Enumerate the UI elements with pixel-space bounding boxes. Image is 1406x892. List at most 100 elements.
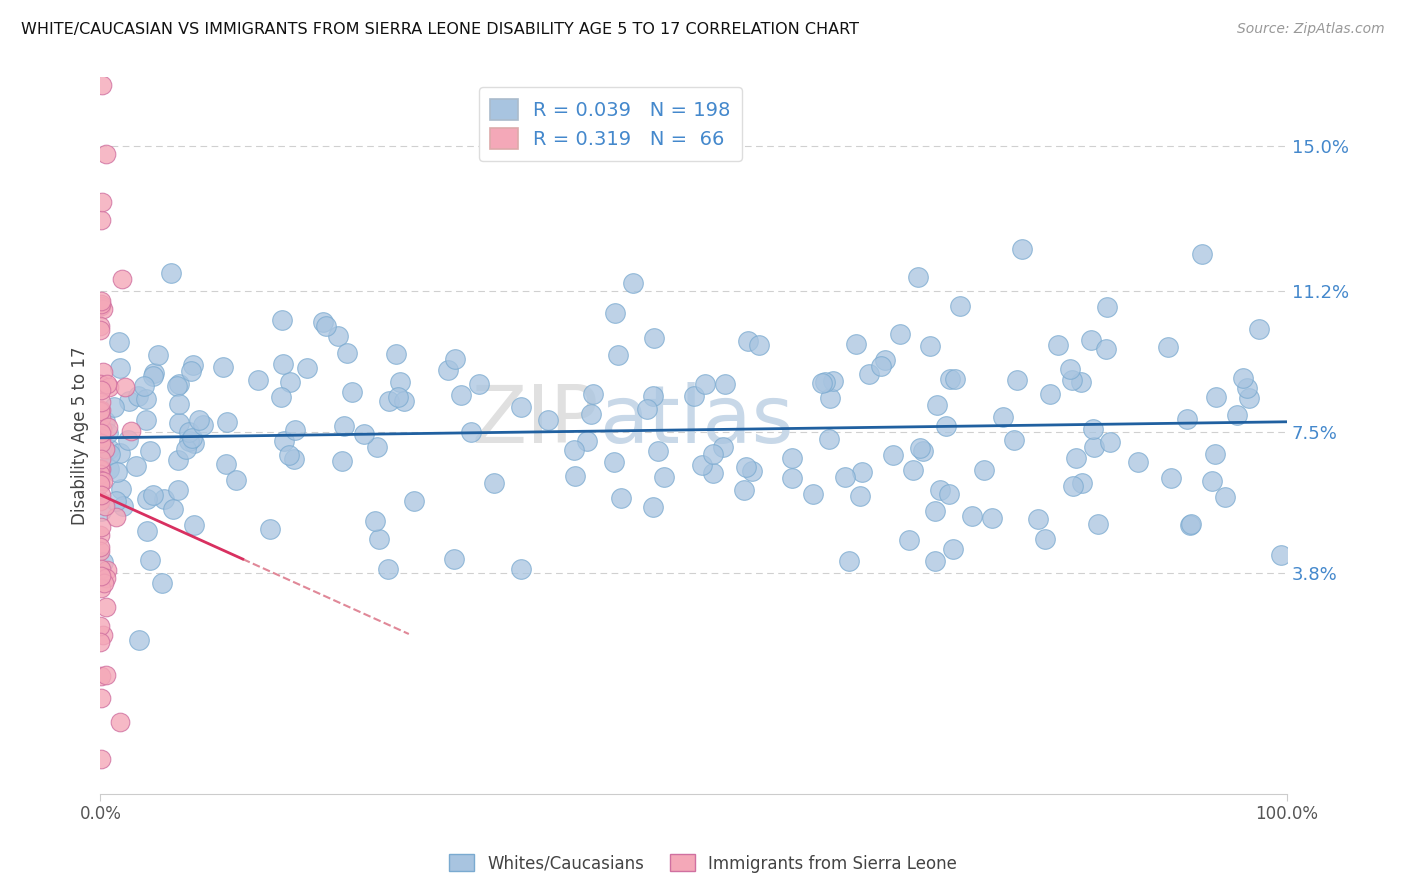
Point <box>180 431 202 445</box>
Point <box>901 463 924 477</box>
Point <box>394 394 416 409</box>
Point <box>1175 411 1198 425</box>
Point <box>90 436 112 450</box>
Point <box>143 366 166 380</box>
Point <box>108 335 131 350</box>
Point <box>377 561 399 575</box>
Point <box>153 491 176 506</box>
Point <box>90 461 112 475</box>
Point <box>818 391 841 405</box>
Point <box>641 389 664 403</box>
Point <box>148 348 170 362</box>
Point <box>90 569 112 583</box>
Point <box>183 517 205 532</box>
Point <box>1081 421 1104 435</box>
Point <box>702 447 724 461</box>
Point <box>1191 246 1213 260</box>
Point <box>91 475 114 489</box>
Point <box>1178 518 1201 533</box>
Point <box>938 487 960 501</box>
Point <box>96 863 118 877</box>
Point <box>89 376 111 391</box>
Point <box>869 359 891 374</box>
Point <box>120 424 142 438</box>
Point <box>162 502 184 516</box>
Point <box>993 410 1015 425</box>
Point <box>849 489 872 503</box>
Point <box>166 483 188 497</box>
Point <box>90 821 112 835</box>
Point <box>132 379 155 393</box>
Point <box>927 398 949 412</box>
Point <box>437 363 460 377</box>
Point <box>94 572 117 586</box>
Point <box>212 360 235 375</box>
Point <box>1099 434 1122 449</box>
Point <box>636 402 658 417</box>
Point <box>1157 340 1180 354</box>
Point <box>311 315 333 329</box>
Point <box>912 444 935 458</box>
Point <box>89 540 111 554</box>
Point <box>1039 387 1062 401</box>
Point <box>1087 517 1109 532</box>
Point <box>1026 511 1049 525</box>
Point <box>460 425 482 440</box>
Point <box>142 487 165 501</box>
Point <box>271 312 294 326</box>
Point <box>94 414 117 428</box>
Point <box>89 635 111 649</box>
Point <box>1213 491 1236 505</box>
Point <box>97 425 120 440</box>
Point <box>97 420 120 434</box>
Point <box>90 519 112 533</box>
Point <box>89 619 111 633</box>
Point <box>177 425 200 439</box>
Point <box>1002 433 1025 447</box>
Point <box>643 331 665 345</box>
Point <box>117 433 139 447</box>
Point <box>90 422 112 436</box>
Point <box>225 473 247 487</box>
Point <box>1062 479 1084 493</box>
Point <box>328 328 350 343</box>
Point <box>336 345 359 359</box>
Point <box>277 448 299 462</box>
Point <box>181 358 204 372</box>
Point <box>928 483 950 497</box>
Point <box>128 633 150 648</box>
Point <box>1128 455 1150 469</box>
Point <box>105 465 128 479</box>
Point <box>89 323 111 337</box>
Point <box>943 371 966 385</box>
Point <box>845 336 868 351</box>
Point <box>174 442 197 457</box>
Point <box>89 473 111 487</box>
Point <box>273 434 295 448</box>
Point <box>1226 408 1249 422</box>
Point <box>89 462 111 476</box>
Point <box>90 195 112 210</box>
Point <box>90 504 112 518</box>
Point <box>647 443 669 458</box>
Point <box>1094 342 1116 356</box>
Point <box>711 440 734 454</box>
Text: WHITE/CAUCASIAN VS IMMIGRANTS FROM SIERRA LEONE DISABILITY AGE 5 TO 17 CORRELATI: WHITE/CAUCASIAN VS IMMIGRANTS FROM SIERR… <box>21 22 859 37</box>
Point <box>135 413 157 427</box>
Point <box>690 458 713 472</box>
Point <box>1005 373 1028 387</box>
Point <box>973 463 995 477</box>
Point <box>135 524 157 538</box>
Point <box>387 390 409 404</box>
Point <box>1204 447 1226 461</box>
Point <box>91 555 114 569</box>
Point <box>652 470 675 484</box>
Point <box>215 415 238 429</box>
Point <box>898 533 921 548</box>
Point <box>607 348 630 362</box>
Point <box>366 440 388 454</box>
Point <box>702 466 724 480</box>
Point <box>353 427 375 442</box>
Text: atlas: atlas <box>599 383 793 460</box>
Point <box>90 411 112 425</box>
